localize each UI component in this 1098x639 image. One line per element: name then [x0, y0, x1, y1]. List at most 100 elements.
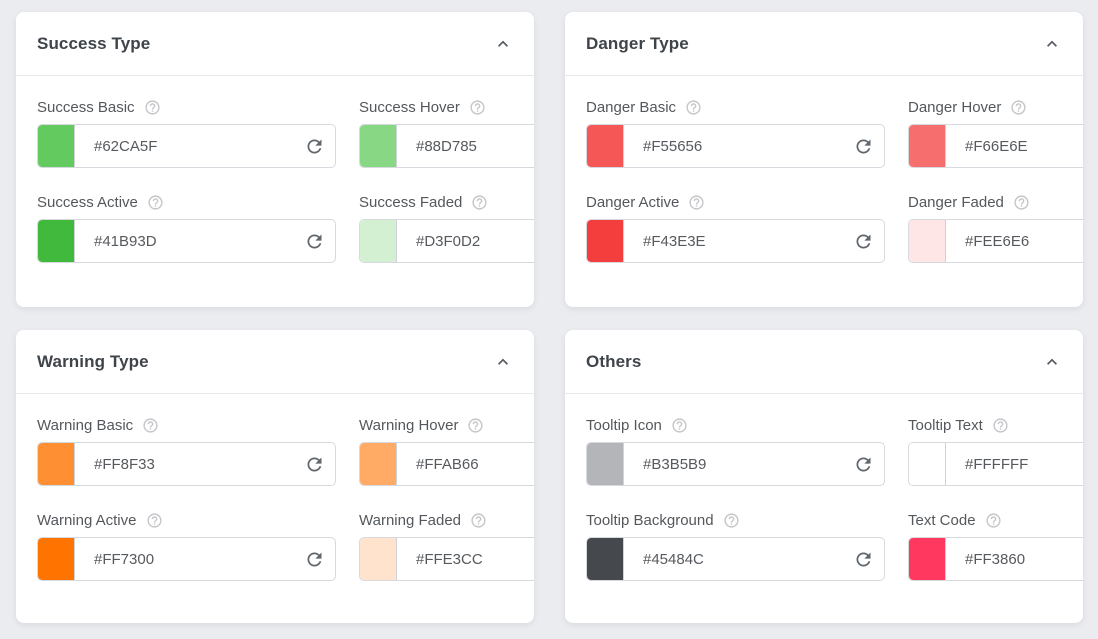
hex-input[interactable]: [624, 538, 842, 580]
help-circle-icon[interactable]: [1010, 99, 1027, 116]
refresh-icon[interactable]: [842, 125, 884, 167]
color-input-group: [359, 537, 534, 581]
field-success-active: Success Active: [37, 194, 336, 263]
panel-others-header[interactable]: Others: [565, 330, 1083, 394]
panel-danger-type-header[interactable]: Danger Type: [565, 12, 1083, 76]
refresh-icon[interactable]: [842, 443, 884, 485]
field-success-faded: Success Faded: [359, 194, 534, 263]
panel-body: Tooltip Icon Tooltip Text: [565, 394, 1083, 617]
field-danger-hover: Danger Hover: [908, 99, 1083, 168]
panel-body: Danger Basic Danger Hover: [565, 76, 1083, 299]
hex-input[interactable]: [624, 220, 842, 262]
help-circle-icon[interactable]: [144, 99, 161, 116]
help-circle-icon[interactable]: [723, 512, 740, 529]
help-circle-icon[interactable]: [470, 512, 487, 529]
panel-others: Others Tooltip Icon: [565, 330, 1083, 623]
panel-title: Warning Type: [37, 351, 149, 371]
field-label: Tooltip Background: [586, 512, 714, 529]
color-swatch[interactable]: [587, 443, 624, 485]
field-label: Danger Faded: [908, 194, 1004, 211]
color-swatch[interactable]: [38, 125, 75, 167]
color-input-group: [908, 219, 1083, 263]
hex-input[interactable]: [946, 220, 1083, 262]
panel-danger-type: Danger Type Danger Basic: [565, 12, 1083, 307]
field-label: Success Faded: [359, 194, 463, 211]
refresh-icon[interactable]: [842, 538, 884, 580]
color-swatch[interactable]: [38, 538, 75, 580]
color-swatch[interactable]: [909, 538, 946, 580]
chevron-up-icon[interactable]: [1042, 34, 1062, 54]
hex-input[interactable]: [75, 220, 293, 262]
panel-body: Warning Basic Warning Hover: [16, 394, 534, 617]
hex-input[interactable]: [946, 538, 1083, 580]
help-circle-icon[interactable]: [685, 99, 702, 116]
refresh-icon[interactable]: [293, 220, 335, 262]
help-circle-icon[interactable]: [147, 194, 164, 211]
color-input-group: [37, 442, 336, 486]
color-input-group: [908, 442, 1083, 486]
hex-input[interactable]: [624, 125, 842, 167]
panel-title: Danger Type: [586, 33, 689, 53]
field-label: Warning Active: [37, 512, 137, 529]
hex-input[interactable]: [397, 538, 534, 580]
help-circle-icon[interactable]: [671, 417, 688, 434]
refresh-icon[interactable]: [293, 538, 335, 580]
field-label: Tooltip Text: [908, 417, 983, 434]
help-circle-icon[interactable]: [985, 512, 1002, 529]
hex-input[interactable]: [397, 443, 534, 485]
color-swatch[interactable]: [909, 125, 946, 167]
field-label: Text Code: [908, 512, 976, 529]
color-swatch[interactable]: [587, 125, 624, 167]
field-warning-active: Warning Active: [37, 512, 336, 581]
field-text-code: Text Code: [908, 512, 1083, 581]
field-label: Danger Active: [586, 194, 680, 211]
field-label: Warning Hover: [359, 417, 459, 434]
color-input-group: [359, 442, 534, 486]
field-label: Success Active: [37, 194, 138, 211]
hex-input[interactable]: [75, 538, 293, 580]
panel-warning-type: Warning Type Warning Basic: [16, 330, 534, 623]
field-success-hover: Success Hover: [359, 99, 534, 168]
color-swatch[interactable]: [909, 220, 946, 262]
field-danger-basic: Danger Basic: [586, 99, 885, 168]
help-circle-icon[interactable]: [467, 417, 484, 434]
hex-input[interactable]: [75, 125, 293, 167]
hex-input[interactable]: [624, 443, 842, 485]
color-swatch[interactable]: [587, 220, 624, 262]
color-input-group: [37, 124, 336, 168]
help-circle-icon[interactable]: [146, 512, 163, 529]
hex-input[interactable]: [946, 443, 1083, 485]
help-circle-icon[interactable]: [992, 417, 1009, 434]
hex-input[interactable]: [397, 125, 534, 167]
field-label: Danger Hover: [908, 99, 1002, 116]
color-input-group: [37, 219, 336, 263]
chevron-up-icon[interactable]: [493, 34, 513, 54]
color-swatch[interactable]: [360, 538, 397, 580]
hex-input[interactable]: [75, 443, 293, 485]
refresh-icon[interactable]: [293, 125, 335, 167]
chevron-up-icon[interactable]: [493, 352, 513, 372]
field-label: Success Hover: [359, 99, 460, 116]
panel-warning-type-header[interactable]: Warning Type: [16, 330, 534, 394]
panel-success-type-header[interactable]: Success Type: [16, 12, 534, 76]
color-input-group: [586, 219, 885, 263]
color-swatch[interactable]: [38, 220, 75, 262]
color-swatch[interactable]: [587, 538, 624, 580]
color-swatch[interactable]: [360, 125, 397, 167]
help-circle-icon[interactable]: [471, 194, 488, 211]
help-circle-icon[interactable]: [142, 417, 159, 434]
color-swatch[interactable]: [360, 220, 397, 262]
refresh-icon[interactable]: [842, 220, 884, 262]
field-label: Tooltip Icon: [586, 417, 662, 434]
color-input-group: [359, 124, 534, 168]
help-circle-icon[interactable]: [1013, 194, 1030, 211]
chevron-up-icon[interactable]: [1042, 352, 1062, 372]
help-circle-icon[interactable]: [688, 194, 705, 211]
help-circle-icon[interactable]: [469, 99, 486, 116]
color-swatch[interactable]: [38, 443, 75, 485]
refresh-icon[interactable]: [293, 443, 335, 485]
color-swatch[interactable]: [909, 443, 946, 485]
hex-input[interactable]: [946, 125, 1083, 167]
color-swatch[interactable]: [360, 443, 397, 485]
hex-input[interactable]: [397, 220, 534, 262]
